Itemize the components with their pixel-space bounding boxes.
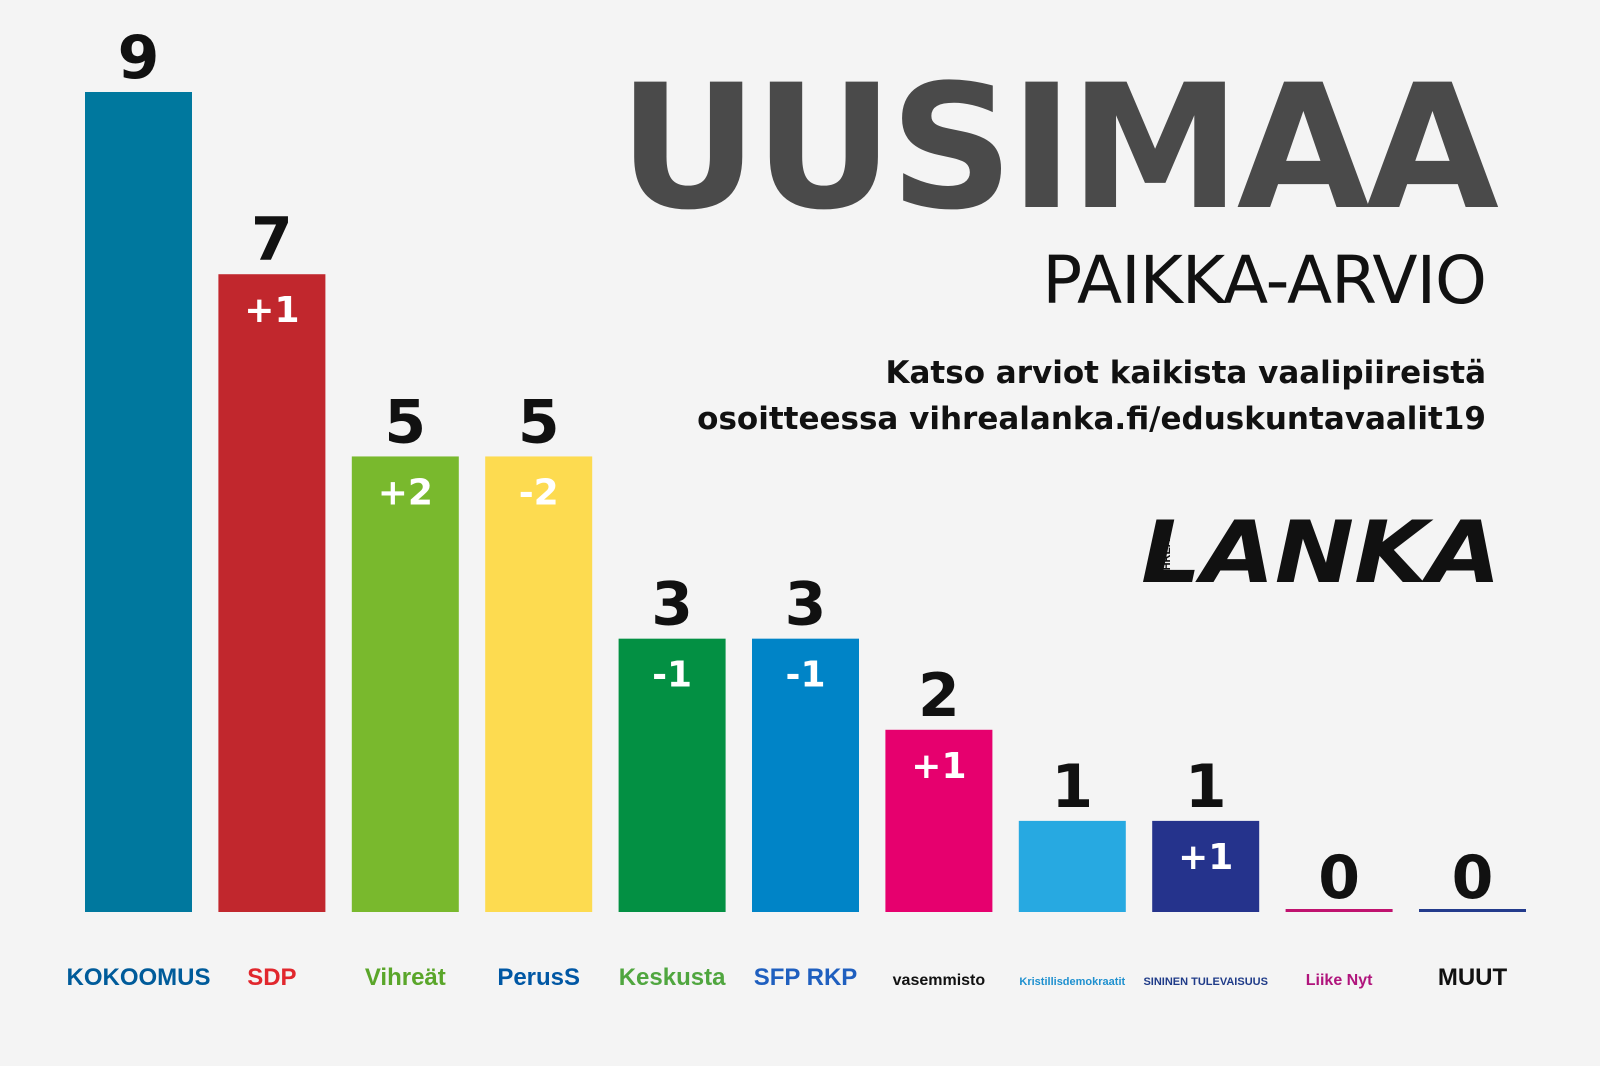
bar-0	[85, 92, 192, 912]
category-label-0: KOKOOMUS	[67, 964, 211, 991]
bar-1	[218, 274, 326, 912]
value-label-10: 0	[1452, 843, 1494, 913]
brand-large-text: LANKA	[1141, 512, 1501, 592]
bar-6	[885, 729, 993, 912]
bar-3	[485, 456, 593, 912]
page-title: UUSIMAA	[618, 47, 1499, 248]
brand-small-text: VIHREÄ	[1160, 539, 1173, 581]
category-label-2: Vihreät	[365, 964, 446, 991]
value-label-1: 7	[251, 205, 293, 275]
bar-2	[351, 456, 459, 912]
change-label-3: -2	[519, 472, 559, 513]
info-line-2: osoitteessa vihrealanka.fi/eduskuntavaal…	[697, 401, 1486, 437]
change-label-8: +1	[1178, 837, 1233, 878]
value-label-0: 9	[118, 23, 160, 93]
category-label-1: SDP	[247, 964, 296, 991]
bar-9	[1285, 909, 1393, 912]
category-label-6: vasemmisto	[893, 972, 986, 989]
value-label-6: 2	[918, 661, 960, 731]
value-label-7: 1	[1051, 752, 1093, 822]
value-label-3: 5	[518, 387, 560, 457]
change-label-4: -1	[652, 655, 692, 696]
bar-5	[752, 638, 859, 912]
value-label-5: 3	[785, 570, 827, 640]
category-label-10: MUUT	[1438, 964, 1508, 991]
info-text: Katso arviot kaikista vaalipiireistä oso…	[697, 350, 1486, 442]
value-label-4: 3	[651, 570, 693, 640]
value-label-8: 1	[1185, 752, 1227, 822]
info-line-1: Katso arviot kaikista vaalipiireistä	[885, 355, 1486, 391]
change-label-1: +1	[244, 290, 299, 331]
category-label-9: Liike Nyt	[1306, 972, 1373, 989]
category-label-7: Kristillisdemokraatit	[1019, 976, 1125, 988]
change-label-6: +1	[911, 746, 966, 787]
value-label-9: 0	[1318, 843, 1360, 913]
page-subtitle: PAIKKA-ARVIO	[1042, 242, 1487, 319]
bar-8	[1152, 820, 1260, 912]
category-label-4: Keskusta	[619, 964, 726, 991]
vihrea-lanka-logo: VIHREÄ LANKA	[1141, 512, 1501, 592]
bar-10	[1419, 909, 1526, 912]
category-label-5: SFP RKP	[754, 964, 858, 991]
category-label-3: PerusS	[497, 964, 580, 991]
category-label-8: SININEN TULEVAISUUS	[1143, 976, 1267, 988]
bar-4	[618, 638, 726, 912]
change-label-2: +2	[378, 472, 433, 513]
value-label-2: 5	[384, 387, 426, 457]
bar-7	[1018, 820, 1126, 912]
change-label-5: -1	[786, 655, 826, 696]
